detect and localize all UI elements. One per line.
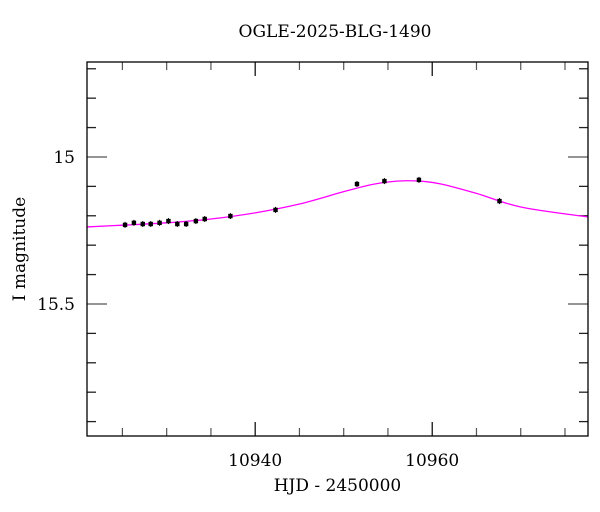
chart-title: OGLE-2025-BLG-1490 <box>238 22 432 42</box>
data-point <box>202 216 207 222</box>
data-point <box>382 178 387 184</box>
data-point <box>175 221 180 227</box>
plot-frame <box>86 61 589 437</box>
data-point <box>354 181 360 187</box>
model-curve <box>86 180 589 228</box>
data-point <box>131 220 137 226</box>
data-points <box>122 176 502 228</box>
x-tick-label: 10960 <box>405 451 459 471</box>
model-fit-line <box>86 180 589 228</box>
x-axis-label: HJD - 2450000 <box>273 476 402 496</box>
axis-tick-labels: 10940 10960 15 15.5 <box>37 148 459 471</box>
y-tick-label: 15.5 <box>37 295 75 315</box>
data-point <box>166 218 171 224</box>
y-tick-label: 15 <box>53 148 75 168</box>
data-point <box>148 221 153 227</box>
data-point <box>183 221 189 227</box>
data-point <box>497 198 502 204</box>
data-point <box>193 218 199 224</box>
data-point <box>140 221 145 227</box>
data-point <box>122 222 128 228</box>
axis-ticks <box>87 62 588 436</box>
data-point <box>273 207 278 213</box>
x-tick-label: 10940 <box>228 451 282 471</box>
data-point <box>416 177 422 183</box>
data-point <box>228 213 233 219</box>
data-point <box>157 220 162 226</box>
